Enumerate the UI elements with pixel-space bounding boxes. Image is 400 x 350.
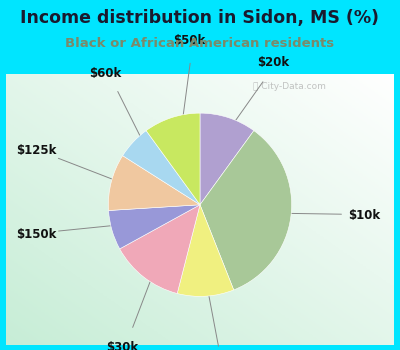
Text: Black or African American residents: Black or African American residents: [66, 37, 334, 50]
Wedge shape: [123, 131, 200, 205]
Text: ⓘ City-Data.com: ⓘ City-Data.com: [253, 82, 326, 91]
Text: $10k: $10k: [348, 209, 380, 222]
Text: $60k: $60k: [89, 67, 121, 80]
Text: $50k: $50k: [173, 34, 205, 47]
Wedge shape: [200, 131, 292, 290]
Wedge shape: [146, 113, 200, 205]
Text: $150k: $150k: [16, 229, 56, 241]
Text: $125k: $125k: [16, 144, 56, 158]
Text: $30k: $30k: [106, 341, 138, 350]
Wedge shape: [177, 205, 234, 296]
Wedge shape: [108, 156, 200, 210]
Wedge shape: [120, 205, 200, 294]
Text: Income distribution in Sidon, MS (%): Income distribution in Sidon, MS (%): [20, 9, 380, 27]
Wedge shape: [108, 205, 200, 249]
Wedge shape: [200, 113, 254, 205]
Text: $20k: $20k: [257, 56, 289, 69]
